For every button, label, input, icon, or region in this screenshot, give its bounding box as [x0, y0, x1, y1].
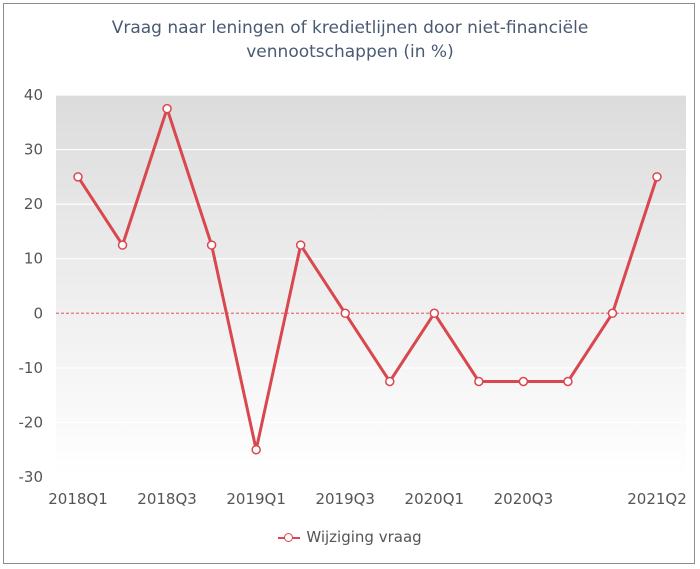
data-point — [251, 444, 261, 455]
series-line — [76, 107, 659, 452]
x-tick-label: 2018Q3 — [137, 490, 197, 508]
chart-title-line-1: Vraag naar leningen of kredietlijnen doo… — [111, 18, 589, 38]
data-point — [652, 172, 662, 182]
y-tick-label: 40 — [24, 86, 43, 104]
x-tick-label: 2020Q3 — [494, 490, 554, 508]
data-point — [607, 308, 618, 319]
y-tick-label: -10 — [19, 359, 44, 377]
x-tick-label: 2018Q1 — [48, 490, 108, 508]
plot-area — [56, 95, 686, 477]
y-tick-label: 30 — [24, 141, 43, 159]
legend: Wijziging vraag — [0, 528, 700, 546]
y-tick-label: 0 — [33, 304, 43, 322]
y-tick-label: 20 — [24, 195, 43, 213]
y-tick-label: -20 — [19, 413, 44, 431]
data-point — [162, 103, 172, 114]
series-layer — [73, 103, 662, 455]
legend-marker-icon — [278, 532, 301, 543]
chart-title: Vraag naar leningen of kredietlijnen doo… — [0, 16, 700, 64]
data-point — [295, 240, 306, 250]
data-point — [206, 240, 217, 250]
x-axis-ticks: 2018Q1 2018Q3 2019Q1 2019Q3 2020Q1 2020Q3 2021… — [48, 490, 687, 508]
x-tick-label: 2019Q1 — [226, 490, 286, 508]
legend-label: Wijziging vraag — [306, 528, 422, 546]
x-tick-label: 2021Q2 — [627, 490, 687, 508]
data-point — [385, 376, 395, 387]
y-tick-label: 10 — [24, 250, 43, 268]
data-point — [474, 376, 484, 387]
data-point — [340, 308, 350, 319]
data-point — [73, 172, 83, 182]
y-axis-ticks: 40 30 20 10 0 -10 -20 -30 — [19, 86, 44, 486]
x-tick-label: 2019Q3 — [315, 490, 375, 508]
chart-title-line-2: vennootschappen (in %) — [246, 42, 454, 62]
x-tick-label: 2020Q1 — [405, 490, 465, 508]
data-point — [429, 308, 440, 319]
data-point — [563, 376, 573, 387]
data-point — [518, 376, 529, 387]
gridlines — [56, 94, 686, 478]
y-tick-label: -30 — [19, 468, 44, 486]
data-point — [117, 240, 128, 250]
